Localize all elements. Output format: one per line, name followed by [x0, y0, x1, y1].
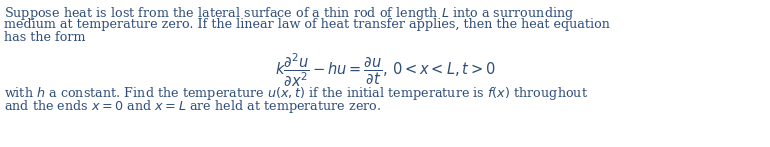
Text: has the form: has the form [4, 31, 85, 44]
Text: $k\dfrac{\partial^2 u}{\partial x^2} - hu = \dfrac{\partial u}{\partial t},\, 0 : $k\dfrac{\partial^2 u}{\partial x^2} - h… [275, 51, 495, 89]
Text: with $h$ a constant. Find the temperature $u(x, t)$ if the initial temperature i: with $h$ a constant. Find the temperatur… [4, 85, 588, 102]
Text: Suppose heat is lost from the lateral surface of a thin rod of length $L$ into a: Suppose heat is lost from the lateral su… [4, 5, 574, 22]
Text: medium at temperature zero. If the linear law of heat transfer applies, then the: medium at temperature zero. If the linea… [4, 18, 610, 31]
Text: and the ends $x = 0$ and $x = L$ are held at temperature zero.: and the ends $x = 0$ and $x = L$ are hel… [4, 98, 381, 115]
